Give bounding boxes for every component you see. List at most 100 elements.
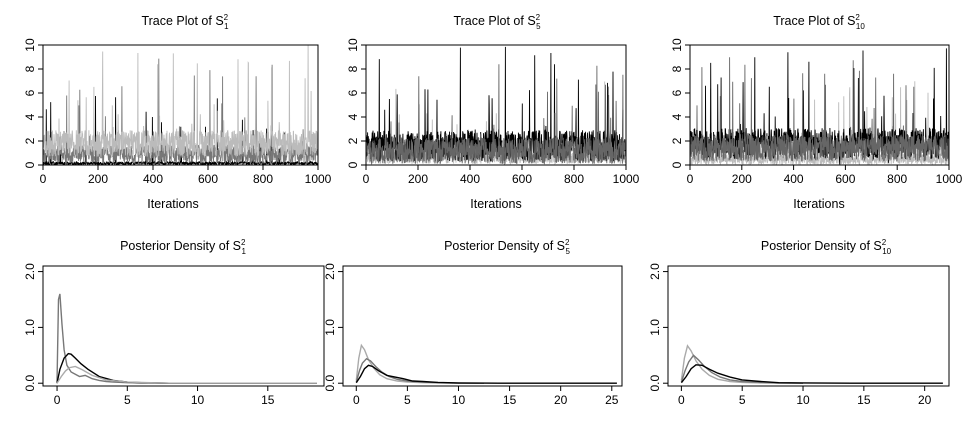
x-axis-label: Iterations xyxy=(470,197,521,211)
title-prefix: Trace Plot of xyxy=(773,14,847,28)
x-tick-label: 10 xyxy=(796,393,810,407)
title-prefix: Posterior Density of xyxy=(444,239,557,253)
x-tick-label: 400 xyxy=(784,172,804,186)
x-tick-label: 800 xyxy=(887,172,907,186)
series-line-2 xyxy=(366,64,626,165)
y-tick-label: 4 xyxy=(346,113,360,120)
x-tick-label: 0 xyxy=(54,393,61,407)
x-tick-label: 1000 xyxy=(613,172,640,186)
series-group xyxy=(680,344,943,384)
x-tick-label: 0 xyxy=(687,172,694,186)
series-line-1 xyxy=(56,352,317,384)
series-line-2 xyxy=(43,45,318,162)
y-tick-label: 10 xyxy=(346,38,360,52)
panel-title: Posterior Density of S2 1 xyxy=(120,238,246,256)
plot-frame xyxy=(667,265,950,387)
y-tick-label: 10 xyxy=(670,38,684,52)
y-tick-label: 0 xyxy=(346,161,360,168)
panel-trace-s1: Trace Plot of S2 1 Iterations 0 200 400 600 8… xyxy=(23,13,332,211)
plot-area: 0 200 400 600 800 1000 0 2 4 6 8 10 xyxy=(346,38,640,186)
x-tick-label: 200 xyxy=(732,172,752,186)
y-tick-label: 8 xyxy=(23,65,37,72)
x-tick-label: 1000 xyxy=(936,172,963,186)
panel-density-s5: Posterior Density of S2 5 0 5 10 15 20 250.01.… xyxy=(323,238,623,407)
panel-trace-s10: Trace Plot of S2 10 Iterations 0 200 400 600… xyxy=(670,13,963,211)
plot-area: 0 5 10 15 0.0 1.0 2.0 xyxy=(23,263,325,407)
series-line-2 xyxy=(56,365,317,384)
title-var: S xyxy=(847,14,855,28)
y-tick-label: 1.0 xyxy=(323,319,337,336)
series-group xyxy=(366,46,626,165)
y-tick-label: 2 xyxy=(346,137,360,144)
series-line-2 xyxy=(355,364,617,384)
plot-frame xyxy=(689,44,950,166)
title-sub: 5 xyxy=(565,247,570,256)
x-tick-label: 10 xyxy=(452,393,466,407)
series-line-0 xyxy=(355,343,479,384)
y-tick-label: 1.0 xyxy=(23,319,37,336)
x-tick-label: 5 xyxy=(739,393,746,407)
title-sub: 10 xyxy=(856,22,865,31)
series-group xyxy=(56,293,317,384)
title-prefix: Trace Plot of xyxy=(453,14,527,28)
y-tick-label: 8 xyxy=(346,65,360,72)
title-sup: 2 xyxy=(565,238,570,247)
title-sup: 2 xyxy=(536,13,541,22)
y-tick-label: 2 xyxy=(670,137,684,144)
panel-density-s10: Posterior Density of S2 10 0 5 10 15 20 0.0 1.0… xyxy=(648,238,950,407)
plot-area: 0 200 400 600 800 1000 0 2 4 6 8 10 xyxy=(23,38,332,186)
title-prefix: Posterior Density of xyxy=(761,239,874,253)
panel-title: Posterior Density of S2 10 xyxy=(761,238,892,256)
series-group xyxy=(690,48,949,165)
x-tick-label: 600 xyxy=(198,172,218,186)
x-tick-label: 1000 xyxy=(305,172,332,186)
y-tick-label: 0.0 xyxy=(648,375,662,392)
title-sup: 2 xyxy=(241,238,246,247)
title-sup: 2 xyxy=(855,13,860,22)
x-tick-label: 600 xyxy=(512,172,532,186)
title-sub: 10 xyxy=(882,247,891,256)
title-prefix: Posterior Density of xyxy=(120,239,233,253)
plot-frame xyxy=(42,265,325,387)
panel-title: Trace Plot of S2 1 xyxy=(141,13,229,31)
y-tick-label: 10 xyxy=(23,38,37,52)
plot-frame xyxy=(342,265,623,387)
panel-title: Posterior Density of S2 5 xyxy=(444,238,570,256)
title-var: S xyxy=(233,239,241,253)
x-tick-label: 25 xyxy=(605,393,619,407)
x-tick-label: 800 xyxy=(253,172,273,186)
title-var: S xyxy=(527,14,535,28)
y-tick-label: 0.0 xyxy=(323,375,337,392)
x-tick-label: 10 xyxy=(191,393,205,407)
plot-area: 0 5 10 15 20 25 0.0 1.0 2.0 xyxy=(323,263,623,407)
x-tick-label: 15 xyxy=(857,393,871,407)
x-tick-label: 0 xyxy=(40,172,47,186)
y-tick-label: 6 xyxy=(23,89,37,96)
x-tick-label: 200 xyxy=(88,172,108,186)
series-line-2 xyxy=(690,57,949,162)
plot-frame xyxy=(365,44,627,166)
plot-frame xyxy=(42,44,319,166)
title-var: S xyxy=(873,239,881,253)
series-line-1 xyxy=(680,354,804,384)
y-tick-label: 0.0 xyxy=(23,375,37,392)
panel-trace-s5: Trace Plot of S2 5 Iterations 0 200 400 600 8… xyxy=(346,13,640,211)
y-tick-label: 4 xyxy=(23,113,37,120)
title-prefix: Trace Plot of xyxy=(141,14,215,28)
plot-area: 0 200 400 600 800 1000 0 2 4 6 8 10 xyxy=(670,38,963,186)
title-sub: 5 xyxy=(536,22,541,31)
y-tick-label: 2 xyxy=(23,137,37,144)
series-group xyxy=(43,45,318,165)
x-tick-label: 600 xyxy=(835,172,855,186)
x-tick-label: 800 xyxy=(564,172,584,186)
y-tick-label: 0 xyxy=(670,161,684,168)
x-tick-label: 15 xyxy=(261,393,275,407)
x-tick-label: 0 xyxy=(678,393,685,407)
y-tick-label: 1.0 xyxy=(648,319,662,336)
series-line-0 xyxy=(56,293,317,384)
x-tick-label: 20 xyxy=(918,393,932,407)
y-tick-label: 4 xyxy=(670,113,684,120)
y-tick-label: 2.0 xyxy=(23,263,37,280)
x-tick-label: 5 xyxy=(404,393,411,407)
panel-title: Trace Plot of S2 5 xyxy=(453,13,541,31)
